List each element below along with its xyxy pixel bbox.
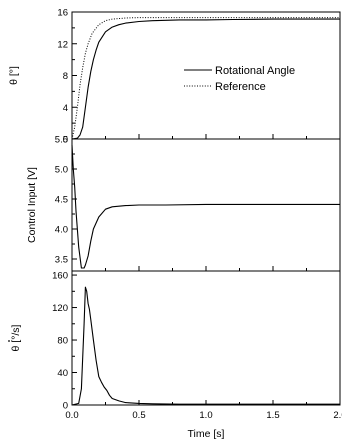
ylabel-angle: θ [°]: [8, 66, 20, 85]
y-tick-label-angle: 16: [57, 8, 68, 19]
legend-label-rotational-angle: Rotational Angle: [215, 65, 295, 77]
x-tick-label: 1.0: [199, 410, 212, 421]
ylabel-angular-velocity: θ [°/s]: [10, 324, 22, 351]
ylabel-control-input: Control Input [V]: [26, 167, 38, 243]
y-tick-label-control-input: 5.0: [55, 165, 68, 176]
series-line-angle: [71, 18, 340, 140]
y-tick-label-angle: 12: [57, 39, 68, 50]
y-tick-label-control-input: 4.0: [55, 225, 68, 236]
y-tick-label-angular-velocity: 120: [52, 303, 68, 314]
legend: Rotational Angle Reference: [184, 65, 295, 93]
xlabel: Time [s]: [188, 428, 225, 440]
ticks-angular-velocity: 0 40 80 120 160 0.0 0.5 1.0 1.5 2.0: [52, 271, 342, 421]
x-tick-label: 2.0: [333, 410, 342, 421]
y-tick-label-angular-velocity: 40: [57, 368, 68, 379]
plot-frame-control-input: [71, 138, 341, 272]
y-tick-label-control-input: 3.5: [55, 255, 68, 266]
series-line-control-input: [71, 144, 340, 269]
x-tick-label: 1.5: [266, 410, 279, 421]
y-tick-label-angle: 8: [63, 71, 68, 82]
plot-frame-angle: [71, 11, 341, 140]
series-line-reference: [71, 17, 340, 140]
y-tick-label-control-input: 4.5: [55, 195, 68, 206]
y-tick-label-angular-velocity: 80: [57, 336, 68, 347]
y-tick-label-angle: 0: [63, 135, 68, 146]
y-tick-label-control-input: 5.5: [55, 135, 68, 146]
y-tick-label-angle: 4: [63, 103, 68, 114]
panel-angular-velocity: 0 40 80 120 160 0.0 0.5 1.0 1.5 2.0 θ [°/s]: [8, 270, 342, 421]
legend-label-reference: Reference: [215, 81, 266, 93]
ticks-angle: 0 4 8 12 16: [57, 8, 341, 146]
panel-control-input: 3.5 4.0 4.5 5.0 5.5 Control Input [V]: [26, 135, 341, 272]
x-tick-label: 0.5: [132, 410, 145, 421]
series-angle: [71, 17, 340, 140]
series-control-input: [71, 144, 340, 269]
ticks-control-input: 3.5 4.0 4.5 5.0 5.5: [55, 135, 341, 271]
y-tick-label-angular-velocity: 160: [52, 271, 68, 282]
series-line-angular-velocity: [71, 286, 340, 406]
plot-frame-angular-velocity: [71, 270, 341, 406]
panel-angle: 0 4 8 12 16 θ [°] Rotational Angle Reference: [8, 8, 341, 146]
ylabel-dot-mark: [8, 340, 10, 342]
y-tick-label-angular-velocity: 0: [63, 401, 68, 412]
x-tick-label: 0.0: [65, 410, 78, 421]
series-angular-velocity: [71, 286, 340, 406]
